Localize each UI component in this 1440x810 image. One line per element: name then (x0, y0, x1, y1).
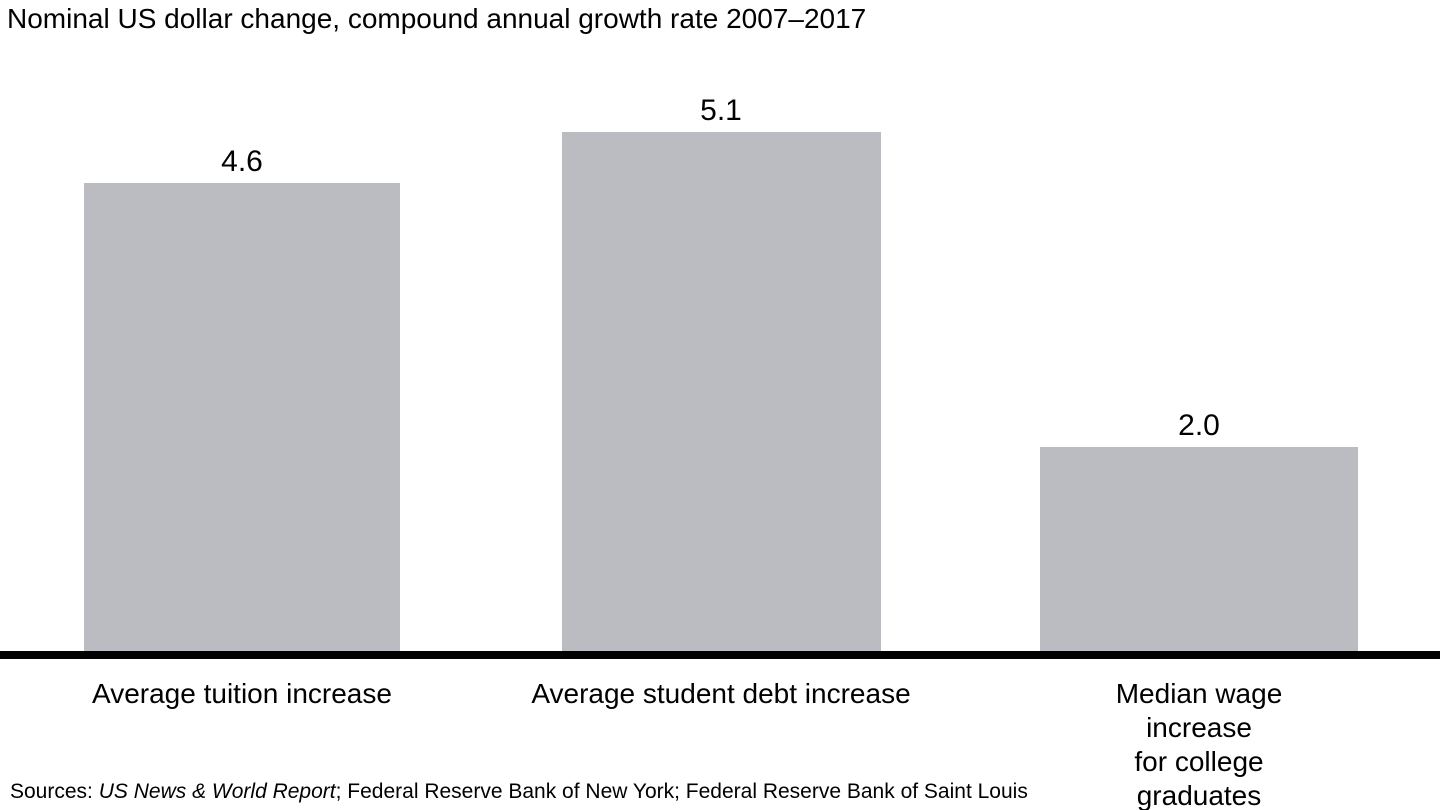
bar (1040, 447, 1358, 651)
category-label: Median wage increase for college graduat… (1115, 678, 1283, 810)
category-label: Average student debt increase (531, 678, 911, 709)
bar (561, 132, 881, 651)
source-text-segment: Sources: (10, 780, 99, 803)
chart-title: Nominal US dollar change, compound annua… (7, 3, 867, 34)
sources-text: Sources: US News & World Report; Federal… (10, 780, 1028, 804)
bar-value-label: 2.0 (1178, 409, 1220, 442)
source-text-segment: ; Federal Reserve Bank of New York; Fede… (335, 780, 1028, 803)
bar-value-label: 5.1 (700, 94, 742, 127)
category-label: Average tuition increase (92, 678, 392, 709)
x-axis-line (0, 651, 1440, 659)
bar-value-label: 4.6 (221, 145, 263, 178)
source-publication: US News & World Report (98, 780, 336, 803)
bar (84, 183, 400, 651)
